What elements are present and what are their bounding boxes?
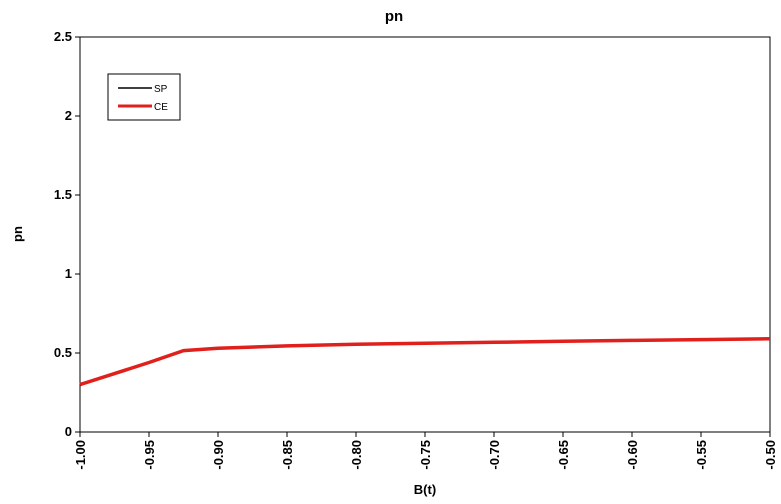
series-line-ce: [79, 337, 771, 387]
x-tick-label: -0.80: [349, 440, 364, 470]
y-tick-label: 1: [65, 266, 72, 281]
y-tick-label: 0.5: [54, 345, 72, 360]
x-tick-label: -1.00: [73, 440, 88, 470]
x-tick-label: -0.95: [142, 440, 157, 470]
legend-box: [107, 73, 181, 121]
x-tick-label: -0.75: [418, 440, 433, 470]
plot-area: [79, 36, 771, 433]
y-tick-label: 1.5: [54, 187, 72, 202]
series-layer: [79, 337, 771, 387]
y-tick-label: 0: [65, 424, 72, 439]
x-tick-label: -0.85: [280, 440, 295, 470]
x-tick-label: -0.65: [556, 440, 571, 470]
legend: SP CE: [107, 73, 181, 121]
legend-label-sp: SP: [154, 84, 168, 95]
chart-title: pn: [385, 8, 403, 25]
x-tick-label: -0.90: [211, 440, 226, 470]
legend-label-ce: CE: [154, 102, 168, 113]
y-tick-label: 2.5: [54, 29, 72, 44]
y-axis-label: pn: [10, 226, 25, 242]
x-tick-label: -0.55: [694, 440, 709, 470]
y-tick-label: 2: [65, 108, 72, 123]
x-axis-label: B(t): [414, 482, 436, 497]
x-axis-ticks: -1.00 -0.95 -0.90 -0.85 -0.80 -0.75 -0.70 -0.65…: [73, 432, 778, 470]
x-tick-label: -0.60: [625, 440, 640, 470]
x-tick-label: -0.50: [763, 440, 778, 470]
y-axis-ticks: 0 0.5 1 1.5 2 2.5: [54, 29, 80, 439]
x-tick-label: -0.70: [487, 440, 502, 470]
